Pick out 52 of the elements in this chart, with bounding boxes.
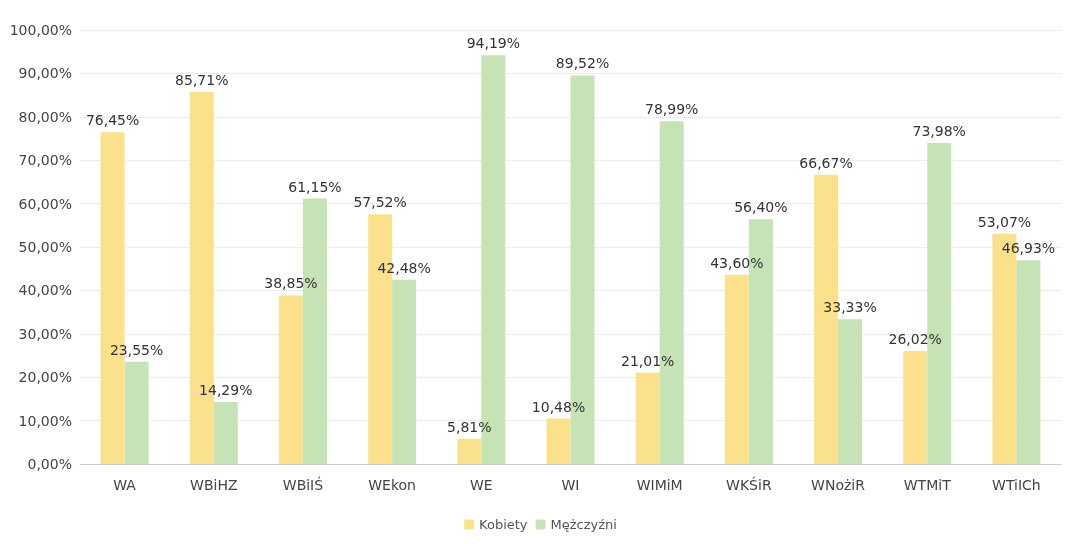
bar [903,351,928,464]
bar [213,401,238,464]
y-tick-label: 30,00% [18,325,72,342]
data-label: 5,81% [447,418,492,435]
data-label: 57,52% [353,194,407,211]
bar [724,274,749,464]
bar [278,295,303,464]
bar [124,361,149,464]
bar [392,279,417,464]
y-tick-label: 10,00% [18,412,72,429]
x-tick-label: WBiIŚ [282,476,324,493]
data-label: 61,15% [288,178,342,195]
x-tick-label: WKŚiR [726,476,772,493]
x-tick-label: WE [469,477,493,493]
x-tick-label: WNożiR [811,477,866,493]
x-tick-label: WEkon [368,477,417,493]
bar [546,418,571,464]
bar [838,319,863,464]
y-tick-label: 0,00% [27,456,72,472]
data-label: 85,71% [175,72,229,89]
data-label: 76,45% [85,112,140,129]
x-tick-label: WTMiT [903,477,952,493]
y-tick-label: 80,00% [18,108,72,125]
bar [457,438,482,464]
data-label: 43,60% [710,254,764,271]
bar [1016,260,1041,464]
data-label: 10,48% [531,398,586,415]
x-tick-label: WA [113,477,137,493]
x-tick-label: WBiHZ [190,477,238,493]
y-tick-label: 20,00% [18,369,72,386]
data-label: 94,19% [466,35,521,52]
x-tick-label: WIMiM [636,477,683,493]
data-label: 78,99% [644,101,699,118]
y-tick-label: 90,00% [18,65,72,82]
data-label: 73,98% [912,122,966,139]
y-tick-label: 70,00% [18,152,72,169]
data-label: 38,85% [264,275,318,292]
data-label: 89,52% [555,55,610,72]
y-tick-label: 100,00% [9,22,72,38]
data-label: 66,67% [799,154,853,171]
x-tick-label: WTiICh [992,477,1041,493]
data-label: 21,01% [620,352,675,369]
y-tick-label: 60,00% [18,195,72,212]
legend-label: Kobiety [479,517,528,532]
data-label: 53,07% [977,213,1032,230]
data-label: 56,40% [734,199,788,216]
y-tick-label: 50,00% [18,239,72,255]
bar [635,372,660,464]
legend-label: Mężczyźni [550,517,617,532]
data-label: 26,02% [888,331,942,348]
y-tick-label: 40,00% [18,282,72,299]
x-tick-label: WI [561,477,580,493]
